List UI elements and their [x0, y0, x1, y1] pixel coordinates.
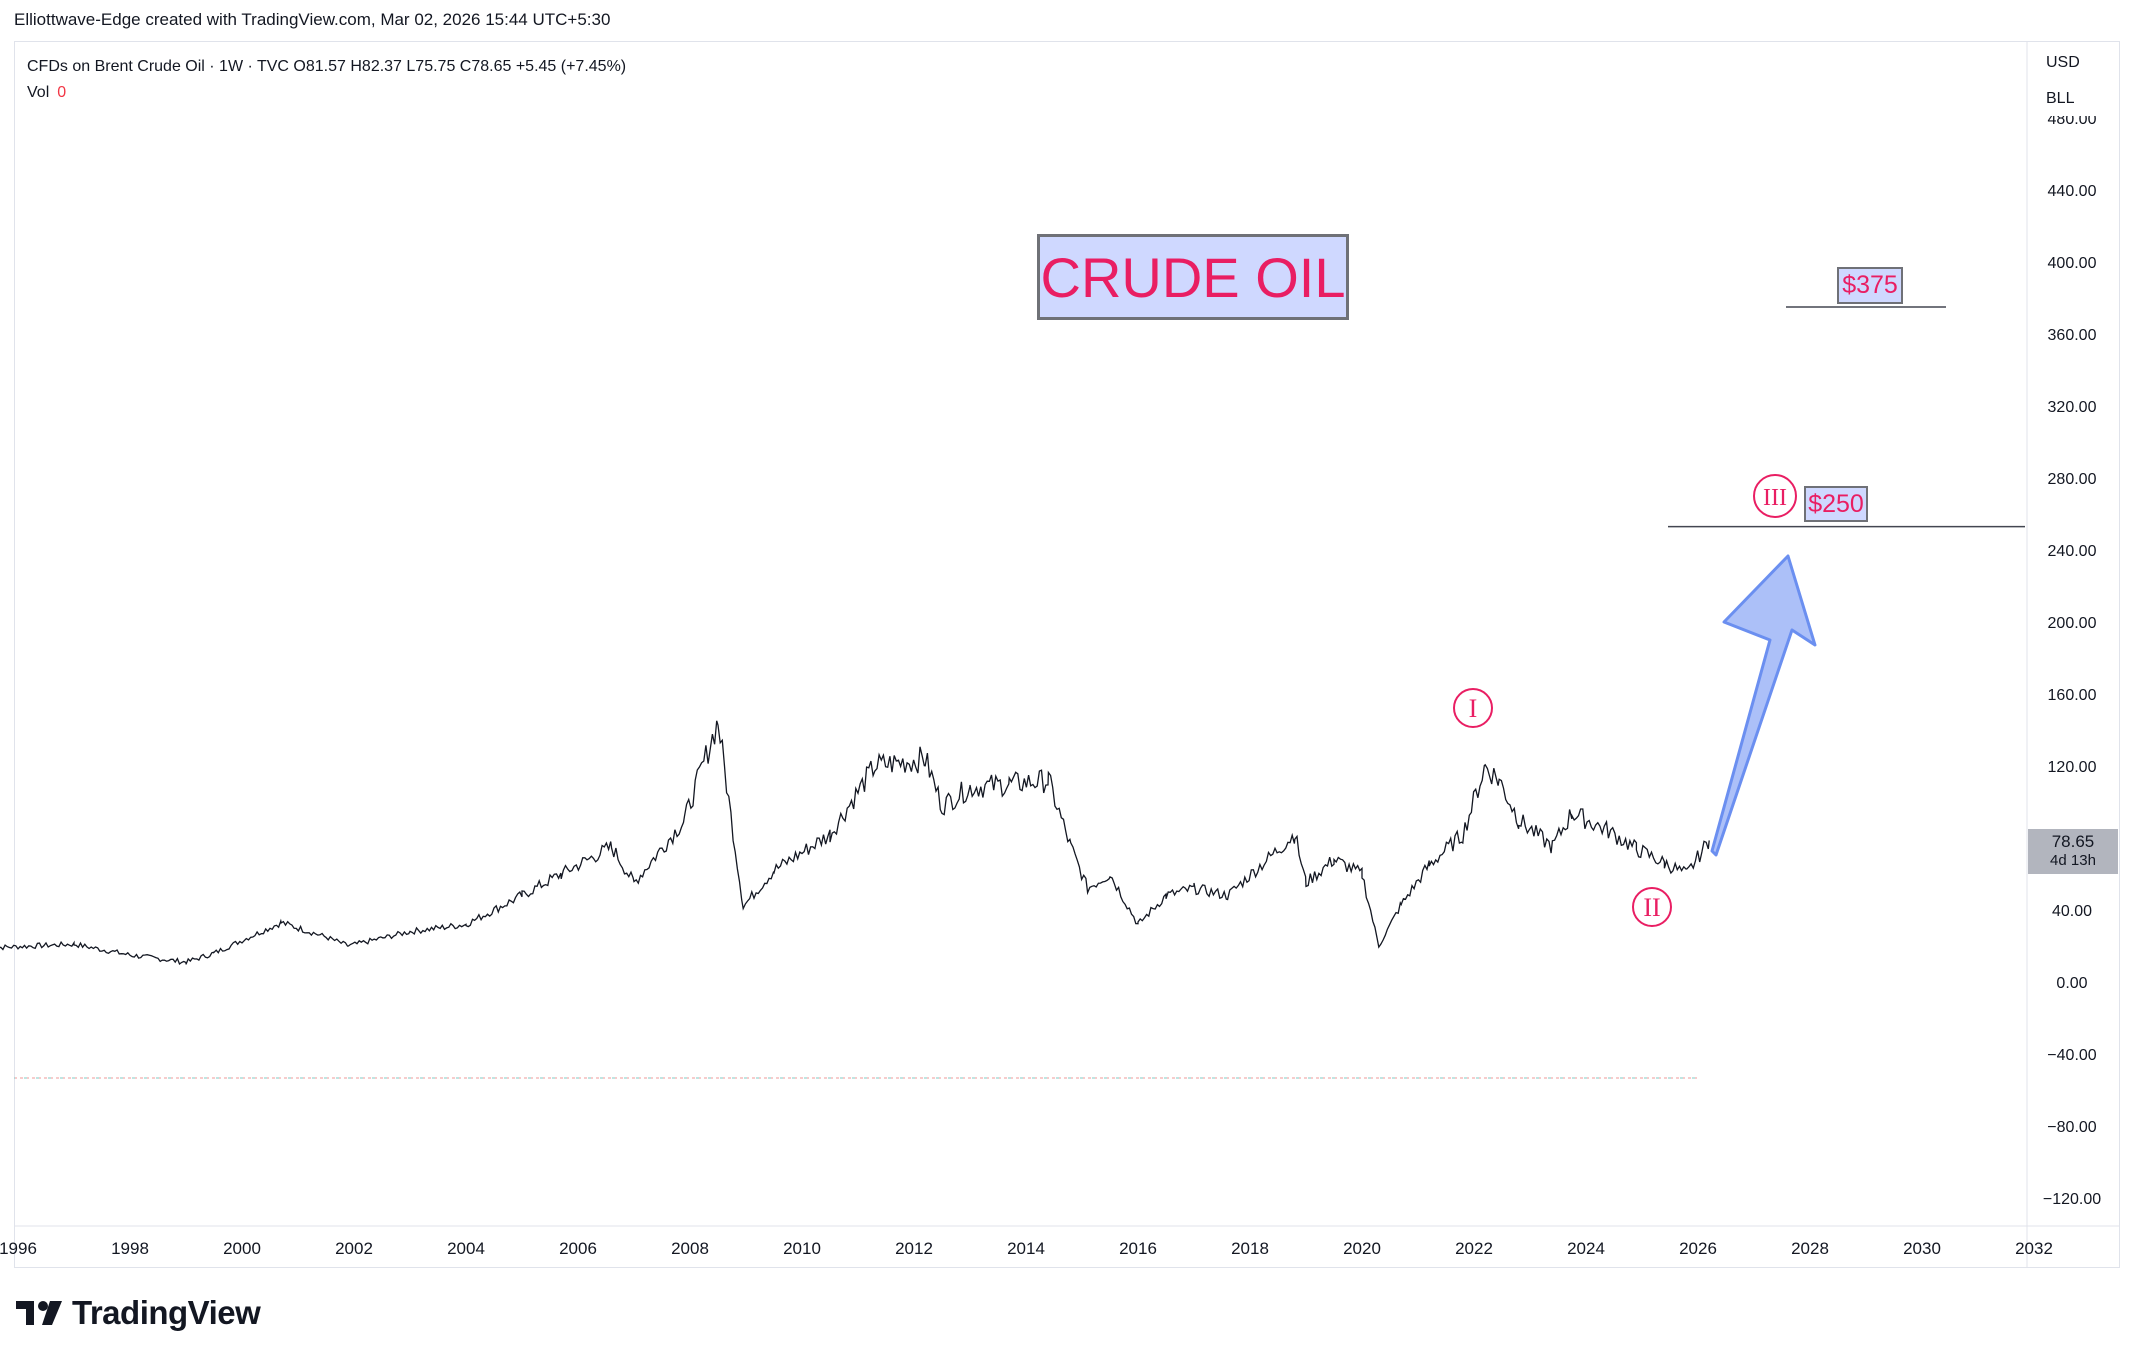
- price-tick-label: −80.00: [2047, 1119, 2096, 1136]
- price-tick-label: 440.00: [2048, 183, 2097, 200]
- price-tick-label: 0.00: [2056, 975, 2087, 992]
- price-axis-units[interactable]: USD BLL: [2032, 44, 2118, 116]
- tradingview-mark-icon: [16, 1301, 62, 1325]
- time-tick-label: 2030: [1903, 1239, 1941, 1258]
- price-series-line: [0, 720, 1710, 966]
- time-tick-label: 2026: [1679, 1239, 1717, 1258]
- time-tick-label: 2014: [1007, 1239, 1045, 1258]
- price-tick-label: 40.00: [2052, 903, 2092, 920]
- chart-creator-line: Elliottwave-Edge created with TradingVie…: [14, 10, 611, 29]
- price-tick-label: −120.00: [2043, 1191, 2101, 1208]
- price-tick-label: 320.00: [2048, 399, 2097, 416]
- wave-I-text: I: [1469, 694, 1478, 723]
- time-tick-label: 2032: [2015, 1239, 2053, 1258]
- wave-label-II[interactable]: II: [1632, 887, 1672, 927]
- time-tick-label: 2004: [447, 1239, 485, 1258]
- volume-label: Vol: [27, 84, 50, 101]
- time-tick-label: 2024: [1567, 1239, 1605, 1258]
- time-tick-label: 1998: [111, 1239, 149, 1258]
- price-tick-label: 400.00: [2048, 255, 2097, 272]
- volume-value: 0: [57, 84, 67, 101]
- time-tick-label: 2016: [1119, 1239, 1157, 1258]
- time-tick-label: 2008: [671, 1239, 709, 1258]
- chart-title-box[interactable]: CRUDE OIL: [1037, 234, 1349, 320]
- tradingview-wordmark: TradingView: [72, 1294, 261, 1331]
- price-tick-label: 120.00: [2048, 759, 2097, 776]
- time-tick-label: 1996: [0, 1239, 37, 1258]
- time-tick-label: 2002: [335, 1239, 373, 1258]
- price-tick-label: −40.00: [2047, 1047, 2096, 1064]
- time-tick-label: 2012: [895, 1239, 933, 1258]
- time-axis-ticks: 1996 1998 2000 2002 2004 2006 2008 2010 2012 2014…: [0, 1239, 2053, 1258]
- last-price-tag: 78.65 4d 13h: [2028, 829, 2118, 874]
- wave-III-text: III: [1763, 485, 1787, 511]
- wave-label-III[interactable]: III: [1753, 474, 1797, 518]
- projection-arrow[interactable]: [1710, 554, 1817, 857]
- time-tick-label: 2010: [783, 1239, 821, 1258]
- price-tick-label: 240.00: [2048, 543, 2097, 560]
- symbol-info: CFDs on Brent Crude Oil · 1W · TVC O81.5…: [27, 58, 627, 75]
- bar-countdown: 4d 13h: [2050, 852, 2096, 869]
- wave-label-I[interactable]: I: [1453, 688, 1493, 728]
- currency-label[interactable]: USD: [2046, 54, 2080, 71]
- chart-frame: [14, 41, 2120, 1268]
- last-price-value: 78.65: [2051, 832, 2095, 851]
- time-tick-label: 2006: [559, 1239, 597, 1258]
- time-tick-label: 2000: [223, 1239, 261, 1258]
- time-tick-label: 2028: [1791, 1239, 1829, 1258]
- price-tick-label: 360.00: [2048, 327, 2097, 344]
- volume-legend: Vol 0: [27, 80, 626, 106]
- symbol-legend[interactable]: CFDs on Brent Crude Oil · 1W · TVC O81.5…: [27, 54, 626, 106]
- price-tick-label: 160.00: [2048, 687, 2097, 704]
- time-tick-label: 2018: [1231, 1239, 1269, 1258]
- target-375-label[interactable]: $375: [1837, 267, 1903, 304]
- time-tick-label: 2022: [1455, 1239, 1493, 1258]
- target-250-label[interactable]: $250: [1804, 486, 1868, 522]
- price-tick-label: 280.00: [2048, 471, 2097, 488]
- wave-II-text: II: [1643, 893, 1660, 922]
- price-axis-ticks: 480.00440.00400.00360.00320.00280.00240.…: [2043, 111, 2101, 1208]
- unit-label[interactable]: BLL: [2046, 90, 2075, 107]
- tradingview-logo[interactable]: TradingView: [16, 1293, 261, 1333]
- time-tick-label: 2020: [1343, 1239, 1381, 1258]
- price-tick-label: 200.00: [2048, 615, 2097, 632]
